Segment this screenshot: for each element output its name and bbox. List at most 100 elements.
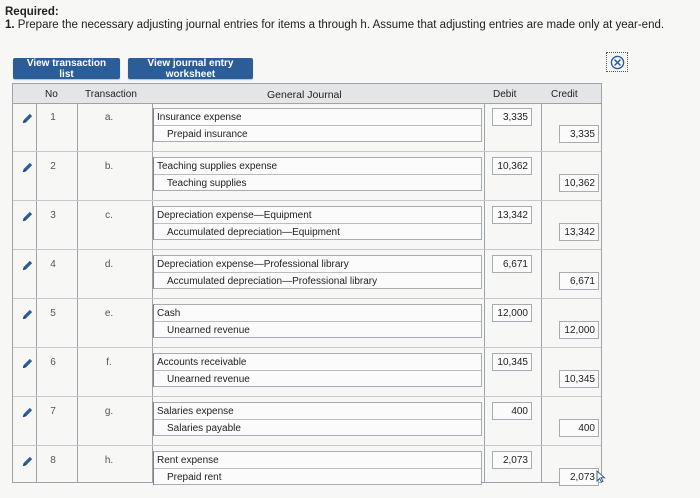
- row-number: 2: [50, 161, 56, 172]
- close-button[interactable]: [606, 52, 628, 72]
- account-separator: [154, 321, 481, 322]
- row-divider: [13, 396, 601, 397]
- close-circle-icon: [610, 55, 624, 69]
- account-separator: [154, 223, 481, 224]
- debit-amount[interactable]: 400: [492, 402, 532, 420]
- instruction-number: 1.: [5, 19, 15, 31]
- row-divider: [13, 298, 601, 299]
- header-credit: Credit: [551, 89, 578, 100]
- header-no: No: [45, 89, 58, 100]
- debit-account: Insurance expense: [157, 112, 242, 123]
- pencil-icon[interactable]: [21, 259, 34, 272]
- debit-amount[interactable]: 6,671: [492, 255, 532, 273]
- credit-account: Unearned revenue: [167, 374, 250, 385]
- account-cell[interactable]: Depreciation expense—Equipment Accumulat…: [153, 206, 482, 240]
- row-number: 6: [50, 357, 56, 368]
- column-divider: [541, 84, 542, 482]
- journal-row: 8 h. Rent expense Prepaid rent 2,073 2,0…: [13, 448, 601, 498]
- journal-row: 5 e. Cash Unearned revenue 12,000 12,000: [13, 301, 601, 351]
- debit-amount[interactable]: 10,362: [492, 157, 532, 175]
- credit-amount[interactable]: 3,335: [559, 125, 599, 143]
- header-debit: Debit: [493, 89, 517, 100]
- debit-amount[interactable]: 2,073: [492, 451, 532, 469]
- credit-amount[interactable]: 12,000: [559, 321, 599, 339]
- account-cell[interactable]: Salaries expense Salaries payable: [153, 402, 482, 436]
- row-divider: [13, 347, 601, 348]
- debit-account: Teaching supplies expense: [157, 161, 278, 172]
- column-divider: [36, 84, 37, 482]
- header-general-journal: General Journal: [267, 89, 342, 101]
- account-separator: [154, 419, 481, 420]
- row-number: 4: [50, 259, 56, 270]
- view-journal-entry-worksheet-button[interactable]: View journal entry worksheet: [128, 58, 253, 80]
- pencil-icon[interactable]: [21, 406, 34, 419]
- credit-amount[interactable]: 400: [559, 419, 599, 437]
- pencil-icon[interactable]: [21, 308, 34, 321]
- row-number: 7: [50, 406, 56, 417]
- column-divider: [77, 84, 78, 482]
- row-transaction: d.: [104, 259, 114, 270]
- pencil-icon[interactable]: [21, 112, 34, 125]
- column-divider: [484, 84, 485, 482]
- journal-row: 4 d. Depreciation expense—Professional l…: [13, 252, 601, 302]
- column-divider: [152, 84, 153, 482]
- account-cell[interactable]: Insurance expense Prepaid insurance: [153, 108, 482, 142]
- debit-account: Depreciation expense—Professional librar…: [157, 259, 349, 270]
- account-cell[interactable]: Depreciation expense—Professional librar…: [153, 255, 482, 289]
- pencil-icon[interactable]: [21, 357, 34, 370]
- journal-row: 6 f. Accounts receivable Unearned revenu…: [13, 350, 601, 400]
- credit-amount[interactable]: 10,345: [559, 370, 599, 388]
- credit-account: Teaching supplies: [167, 178, 247, 189]
- credit-account: Unearned revenue: [167, 325, 250, 336]
- row-divider: [13, 445, 601, 446]
- mouse-cursor-icon: [596, 470, 606, 483]
- credit-amount[interactable]: 10,362: [559, 174, 599, 192]
- account-cell[interactable]: Accounts receivable Unearned revenue: [153, 353, 482, 387]
- debit-amount[interactable]: 3,335: [492, 108, 532, 126]
- debit-account: Accounts receivable: [157, 357, 247, 368]
- row-transaction: a.: [104, 112, 114, 123]
- debit-amount[interactable]: 12,000: [492, 304, 532, 322]
- row-divider: [13, 200, 601, 201]
- row-divider: [13, 151, 601, 152]
- debit-account: Rent expense: [157, 455, 219, 466]
- row-number: 5: [50, 308, 56, 319]
- required-heading: Required:: [5, 6, 59, 18]
- instruction-body: Prepare the necessary adjusting journal …: [14, 19, 665, 31]
- account-cell[interactable]: Cash Unearned revenue: [153, 304, 482, 338]
- journal-row: 7 g. Salaries expense Salaries payable 4…: [13, 399, 601, 449]
- debit-amount[interactable]: 13,342: [492, 206, 532, 224]
- view-transaction-list-button[interactable]: View transaction list: [13, 58, 120, 80]
- row-transaction: h.: [104, 455, 114, 466]
- row-number: 3: [50, 210, 56, 221]
- account-separator: [154, 125, 481, 126]
- journal-row: 2 b. Teaching supplies expense Teaching …: [13, 154, 601, 204]
- row-transaction: c.: [105, 210, 113, 221]
- debit-account: Salaries expense: [157, 406, 234, 417]
- account-cell[interactable]: Teaching supplies expense Teaching suppl…: [153, 157, 482, 191]
- debit-account: Depreciation expense—Equipment: [157, 210, 312, 221]
- pencil-icon[interactable]: [21, 161, 34, 174]
- row-transaction: g.: [104, 406, 114, 417]
- account-cell[interactable]: Rent expense Prepaid rent: [153, 451, 482, 485]
- debit-account: Cash: [157, 308, 181, 319]
- row-transaction: f.: [106, 357, 112, 368]
- row-number: 1: [50, 112, 56, 123]
- account-separator: [154, 174, 481, 175]
- header-transaction: Transaction: [85, 89, 137, 100]
- credit-account: Prepaid rent: [167, 472, 222, 483]
- credit-amount[interactable]: 13,342: [559, 223, 599, 241]
- pencil-icon[interactable]: [21, 455, 34, 468]
- credit-amount[interactable]: 6,671: [559, 272, 599, 290]
- pencil-icon[interactable]: [21, 210, 34, 223]
- journal-row: 1 a. Insurance expense Prepaid insurance…: [13, 105, 601, 155]
- row-transaction: b.: [104, 161, 114, 172]
- debit-amount[interactable]: 10,345: [492, 353, 532, 371]
- row-number: 8: [50, 455, 56, 466]
- credit-account: Salaries payable: [167, 423, 241, 434]
- account-separator: [154, 468, 481, 469]
- account-separator: [154, 272, 481, 273]
- row-transaction: e.: [104, 308, 114, 319]
- credit-amount[interactable]: 2,073: [559, 468, 599, 486]
- credit-account: Prepaid insurance: [167, 129, 248, 140]
